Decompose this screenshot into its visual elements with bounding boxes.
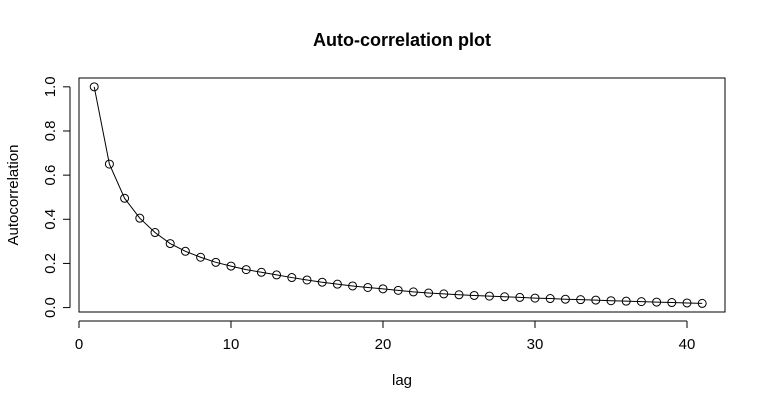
data-point [530, 293, 540, 303]
data-point [560, 294, 570, 304]
data-point [287, 273, 297, 283]
x-tick-label: 40 [679, 336, 696, 353]
data-point [211, 257, 221, 267]
y-tick-label: 0.0 [42, 297, 59, 318]
data-point [621, 296, 631, 306]
data-point [89, 82, 99, 92]
data-point [180, 246, 190, 256]
chart-title: Auto-correlation plot [313, 30, 491, 50]
data-point [408, 287, 418, 297]
data-point [332, 279, 342, 289]
y-tick-label: 0.4 [42, 209, 59, 230]
data-point [469, 290, 479, 300]
data-point [226, 261, 236, 271]
x-tick-label: 0 [75, 336, 83, 353]
data-point [515, 292, 525, 302]
data-point [348, 281, 358, 291]
data-point [545, 294, 555, 304]
y-tick-label: 0.2 [42, 253, 59, 274]
data-point [302, 275, 312, 285]
data-point [135, 213, 145, 223]
data-point [241, 265, 251, 275]
x-tick-label: 10 [223, 336, 240, 353]
data-point [697, 298, 707, 308]
y-tick-label: 1.0 [42, 76, 59, 97]
x-axis-label: lag [392, 372, 412, 389]
autocorrelation-series-line [93, 86, 703, 304]
x-axis: 0 10 20 30 40 [75, 320, 696, 353]
data-point [454, 290, 464, 300]
y-tick-label: 0.8 [42, 121, 59, 142]
data-point [484, 291, 494, 301]
data-point [667, 298, 677, 308]
data-point [439, 289, 449, 299]
autocorrelation-points [89, 82, 707, 308]
data-point [272, 270, 282, 280]
y-tick-label: 0.6 [42, 165, 59, 186]
data-point [636, 297, 646, 307]
data-point [378, 284, 388, 294]
data-point [363, 282, 373, 292]
data-point [150, 228, 160, 238]
data-point [606, 296, 616, 306]
y-axis: 0.0 0.2 0.4 0.6 0.8 1.0 [42, 76, 71, 318]
data-point [317, 277, 327, 287]
data-point [591, 295, 601, 305]
data-point [256, 267, 266, 277]
data-point [165, 239, 175, 249]
data-point [500, 292, 510, 302]
plot-frame [78, 77, 726, 313]
data-point [682, 298, 692, 308]
data-point [652, 297, 662, 307]
data-point [393, 285, 403, 295]
x-tick-label: 30 [527, 336, 544, 353]
data-point [424, 288, 434, 298]
data-point [120, 193, 130, 203]
data-point [104, 159, 114, 169]
y-axis-label: Autocorrelation [5, 145, 22, 246]
data-point [576, 295, 586, 305]
data-point [196, 252, 206, 262]
x-tick-label: 20 [375, 336, 392, 353]
